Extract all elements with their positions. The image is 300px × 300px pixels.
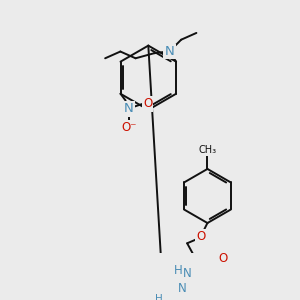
Text: O: O xyxy=(218,252,227,265)
Text: O⁻: O⁻ xyxy=(121,121,137,134)
Text: N: N xyxy=(183,267,191,280)
Text: H: H xyxy=(154,294,162,300)
Text: CH₃: CH₃ xyxy=(198,146,217,155)
Text: H: H xyxy=(174,264,183,277)
Text: O: O xyxy=(196,230,205,243)
Text: O: O xyxy=(143,98,152,110)
Text: N: N xyxy=(164,45,174,58)
Text: N: N xyxy=(178,282,187,296)
Text: N: N xyxy=(124,103,134,116)
